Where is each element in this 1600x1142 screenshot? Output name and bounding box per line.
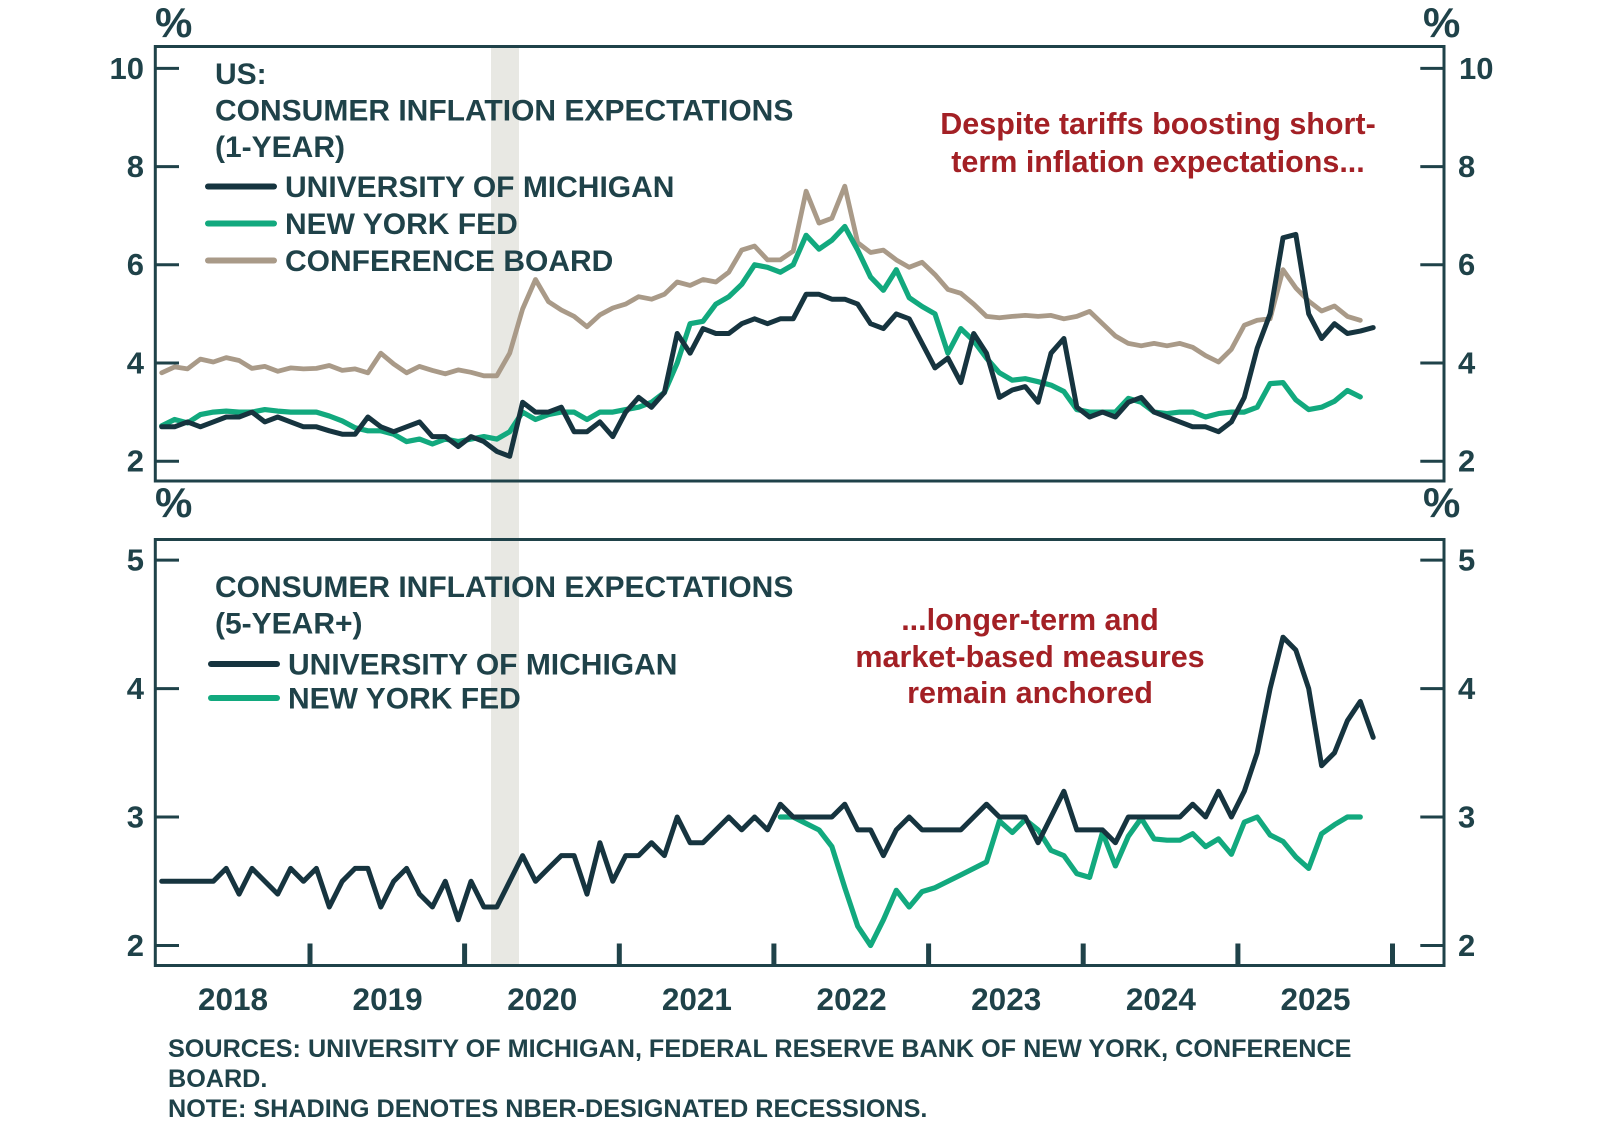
svg-text:2021: 2021 [662, 981, 732, 1017]
svg-text:2024: 2024 [1126, 981, 1197, 1017]
svg-text:%: % [155, 0, 192, 46]
svg-text:BOARD.: BOARD. [168, 1065, 267, 1093]
svg-text:2018: 2018 [198, 981, 268, 1017]
svg-text:CONSUMER INFLATION EXPECTATION: CONSUMER INFLATION EXPECTATIONS [215, 571, 793, 604]
svg-text:CONSUMER INFLATION EXPECTATION: CONSUMER INFLATION EXPECTATIONS [215, 95, 793, 128]
svg-text:NEW YORK FED: NEW YORK FED [288, 683, 521, 716]
svg-text:%: % [1423, 479, 1460, 526]
svg-text:2: 2 [127, 928, 144, 963]
svg-text:%: % [1423, 0, 1460, 46]
svg-text:2023: 2023 [971, 981, 1041, 1017]
svg-text:2: 2 [127, 444, 144, 479]
svg-text:CONFERENCE BOARD: CONFERENCE BOARD [285, 245, 613, 278]
svg-text:remain anchored: remain anchored [907, 676, 1153, 710]
svg-text:2020: 2020 [507, 981, 577, 1017]
svg-text:UNIVERSITY OF MICHIGAN: UNIVERSITY OF MICHIGAN [288, 649, 677, 682]
svg-text:2: 2 [1458, 928, 1475, 963]
svg-text:2025: 2025 [1280, 981, 1350, 1017]
svg-text:NEW YORK FED: NEW YORK FED [285, 208, 518, 241]
svg-text:8: 8 [127, 149, 144, 184]
svg-text:%: % [155, 479, 192, 526]
svg-text:5: 5 [1458, 543, 1475, 578]
svg-text:6: 6 [127, 247, 144, 282]
svg-text:market-based measures: market-based measures [855, 640, 1204, 674]
svg-text:10: 10 [110, 51, 144, 86]
svg-text:2019: 2019 [353, 981, 423, 1017]
svg-text:(1-YEAR): (1-YEAR) [215, 131, 345, 164]
svg-text:6: 6 [1458, 247, 1475, 282]
svg-text:...longer-term and: ...longer-term and [901, 603, 1159, 637]
svg-text:term inflation expectations...: term inflation expectations... [951, 145, 1365, 179]
svg-text:4: 4 [1458, 346, 1476, 381]
svg-text:US:: US: [215, 58, 267, 91]
svg-text:5: 5 [127, 543, 144, 578]
svg-text:3: 3 [127, 800, 144, 835]
svg-text:4: 4 [127, 346, 145, 381]
svg-text:4: 4 [127, 671, 145, 706]
svg-text:4: 4 [1458, 671, 1476, 706]
svg-text:10: 10 [1459, 51, 1493, 86]
svg-text:2: 2 [1458, 444, 1475, 479]
svg-text:8: 8 [1458, 149, 1475, 184]
svg-text:SOURCES: UNIVERSITY OF MICHIGA: SOURCES: UNIVERSITY OF MICHIGAN, FEDERAL… [168, 1035, 1351, 1063]
svg-text:2022: 2022 [817, 981, 887, 1017]
svg-text:Despite tariffs boosting short: Despite tariffs boosting short- [940, 107, 1376, 141]
svg-text:NOTE: SHADING DENOTES NBER-DES: NOTE: SHADING DENOTES NBER-DESIGNATED RE… [168, 1095, 927, 1123]
svg-text:UNIVERSITY OF MICHIGAN: UNIVERSITY OF MICHIGAN [285, 171, 674, 204]
svg-text:3: 3 [1458, 800, 1475, 835]
svg-text:(5-YEAR+): (5-YEAR+) [215, 608, 363, 641]
